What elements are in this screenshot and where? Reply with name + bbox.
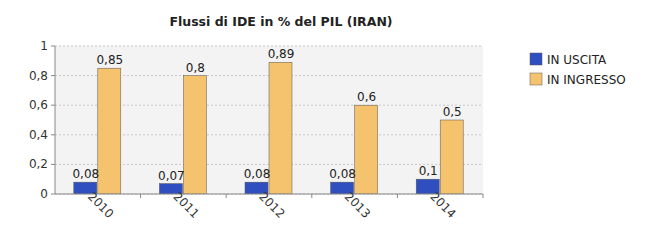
chart-container: Flussi di IDE in % del PIL (IRAN) 0 0,2 0,4…	[0, 0, 670, 250]
y-tick	[51, 164, 55, 165]
bar	[355, 105, 378, 194]
plot-background	[55, 46, 483, 194]
data-label: 0,08	[244, 167, 271, 181]
y-tick	[51, 75, 55, 76]
x-tick	[483, 194, 484, 198]
legend-swatch	[530, 73, 542, 85]
bar	[440, 120, 463, 194]
chart-svg: Flussi di IDE in % del PIL (IRAN) 0 0,2 0,4…	[0, 0, 670, 250]
x-tick-label: 2011	[170, 189, 201, 220]
data-label: 0,85	[96, 53, 123, 67]
data-label: 0,8	[186, 61, 205, 75]
data-label: 0,07	[158, 169, 185, 183]
x-tick	[140, 194, 141, 198]
legend-swatch	[530, 53, 542, 65]
y-tick	[51, 46, 55, 47]
y-tick-label: 0,8	[29, 69, 48, 83]
data-label: 0,1	[419, 164, 438, 178]
bar	[98, 68, 121, 194]
title: Flussi di IDE in % del PIL (IRAN)	[169, 14, 392, 29]
x-tick-label: 2012	[256, 189, 287, 220]
x-tick	[226, 194, 227, 198]
x-tick-label: 2013	[342, 189, 373, 220]
bar	[269, 62, 292, 194]
y-tick-label: 0,6	[29, 98, 48, 112]
data-label: 0,08	[329, 167, 356, 181]
y-tick-label: 0,2	[29, 157, 48, 171]
x-tick	[311, 194, 312, 198]
data-labels: 0,08 0,07 0,08 0,08 0,1 0,85 0,8 0,89 0,6 0,5	[72, 47, 461, 182]
data-label: 0,6	[357, 90, 376, 104]
y-axis	[55, 46, 56, 194]
legend-label: IN INGRESSO	[547, 73, 626, 87]
data-label: 0,5	[443, 105, 462, 119]
y-tick-label: 1	[40, 39, 48, 53]
legend-label: IN USCITA	[547, 53, 607, 67]
y-tick	[51, 105, 55, 106]
y-tick	[51, 194, 55, 195]
data-label: 0,89	[268, 47, 295, 61]
y-tick-label: 0	[40, 187, 48, 201]
x-tick	[397, 194, 398, 198]
legend: IN USCITA IN INGRESSO	[530, 53, 626, 87]
y-tick	[51, 134, 55, 135]
bar	[183, 76, 206, 194]
x-tick-label: 2014	[427, 189, 458, 220]
bars	[74, 62, 463, 194]
x-tick-label: 2010	[85, 189, 116, 220]
data-label: 0,08	[72, 167, 99, 181]
y-tick-label: 0,4	[29, 128, 48, 142]
